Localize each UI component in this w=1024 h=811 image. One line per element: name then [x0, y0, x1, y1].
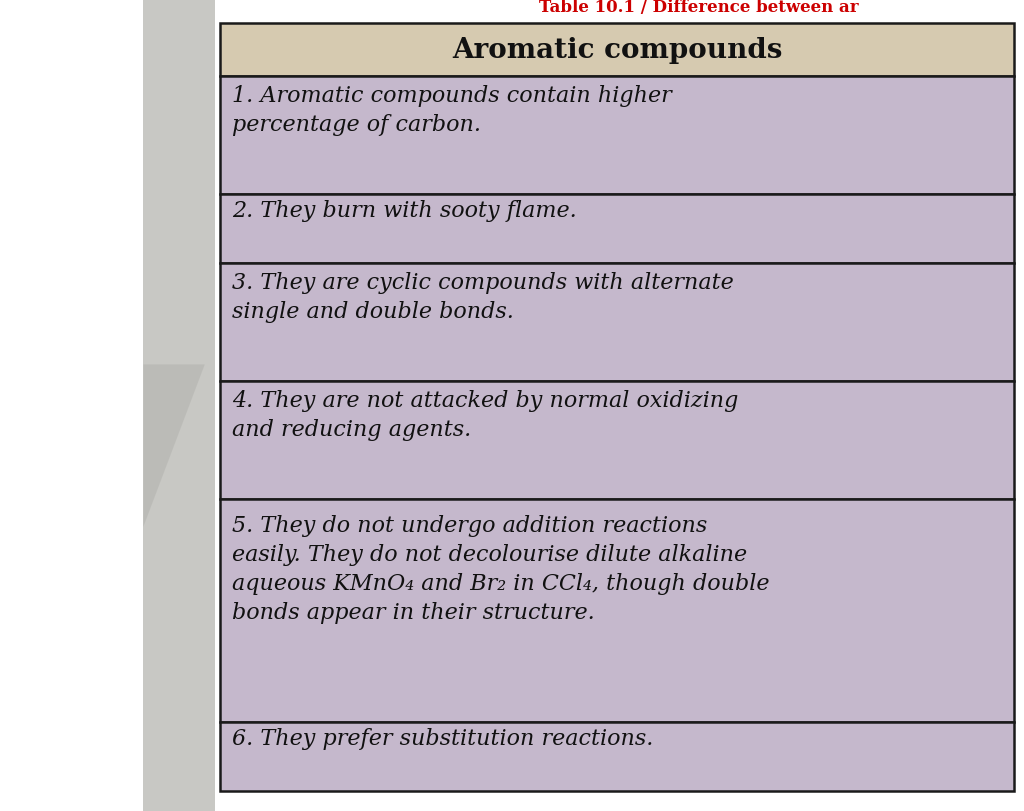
- Text: 4. They are not attacked by normal oxidizing
and reducing agents.: 4. They are not attacked by normal oxidi…: [232, 389, 739, 440]
- Bar: [220, 24, 1014, 77]
- Text: 6. They prefer substitution reactions.: 6. They prefer substitution reactions.: [232, 727, 653, 749]
- Text: 3. They are cyclic compounds with alternate
single and double bonds.: 3. They are cyclic compounds with altern…: [232, 272, 734, 322]
- Text: Aromatic compounds: Aromatic compounds: [452, 37, 782, 64]
- Bar: [220, 264, 1014, 381]
- Text: 2. They burn with sooty flame.: 2. They burn with sooty flame.: [232, 200, 578, 221]
- Polygon shape: [143, 0, 215, 811]
- Text: 5. They do not undergo addition reactions
easily. They do not decolourise dilute: 5. They do not undergo addition reaction…: [232, 515, 770, 623]
- Bar: [220, 77, 1014, 195]
- Bar: [220, 381, 1014, 499]
- Polygon shape: [143, 365, 205, 527]
- Bar: [220, 195, 1014, 264]
- Text: Table 10.1 / Difference between ar: Table 10.1 / Difference between ar: [539, 0, 859, 16]
- Bar: [220, 723, 1014, 791]
- Bar: [220, 499, 1014, 723]
- Text: 1. Aromatic compounds contain higher
percentage of carbon.: 1. Aromatic compounds contain higher per…: [232, 85, 672, 136]
